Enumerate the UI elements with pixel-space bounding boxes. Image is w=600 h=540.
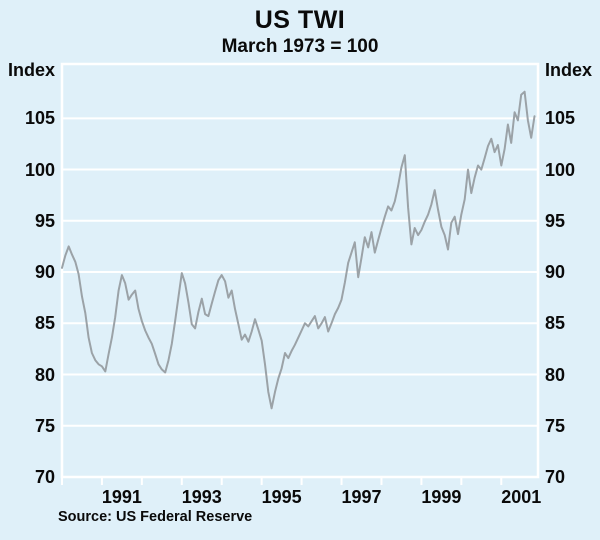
x-tick-label: 1993: [181, 487, 222, 507]
y-axis-unit-label-left: Index: [7, 60, 55, 80]
y-tick-label-left: 90: [34, 262, 55, 283]
y-tick-label-left: 100: [24, 159, 55, 180]
y-tick-label-right: 80: [545, 364, 566, 385]
x-tick-label: 1995: [261, 487, 302, 507]
chart-subtitle: March 1973 = 100: [221, 36, 379, 57]
y-tick-label-left: 105: [24, 108, 55, 129]
y-tick-label-right: 75: [545, 415, 566, 436]
x-tick-label: 1999: [421, 487, 462, 507]
x-tick-label: 2001: [501, 487, 542, 507]
data-line-us-twi: [61, 90, 536, 410]
y-tick-label-left: 85: [34, 313, 55, 334]
y-tick-label-left: 75: [34, 415, 55, 436]
y-tick-label-right: 100: [545, 159, 576, 180]
y-tick-label-right: 105: [545, 108, 576, 129]
y-tick-label-left: 80: [34, 364, 55, 385]
y-tick-label-right: 90: [545, 262, 566, 283]
plot-frame: [60, 62, 540, 479]
y-tick-label-right: 85: [545, 313, 566, 334]
x-tick-label: 1997: [341, 487, 382, 507]
y-axis-unit-label-right: Index: [545, 60, 593, 80]
y-tick-label-left: 70: [34, 467, 55, 487]
source-note: Source: US Federal Reserve: [58, 509, 253, 525]
y-tick-label-left: 95: [34, 210, 55, 231]
x-tick-label: 1991: [101, 487, 142, 507]
y-tick-label-right: 70: [545, 467, 566, 487]
y-tick-label-right: 95: [545, 210, 566, 231]
chart-title: US TWI: [254, 6, 346, 34]
